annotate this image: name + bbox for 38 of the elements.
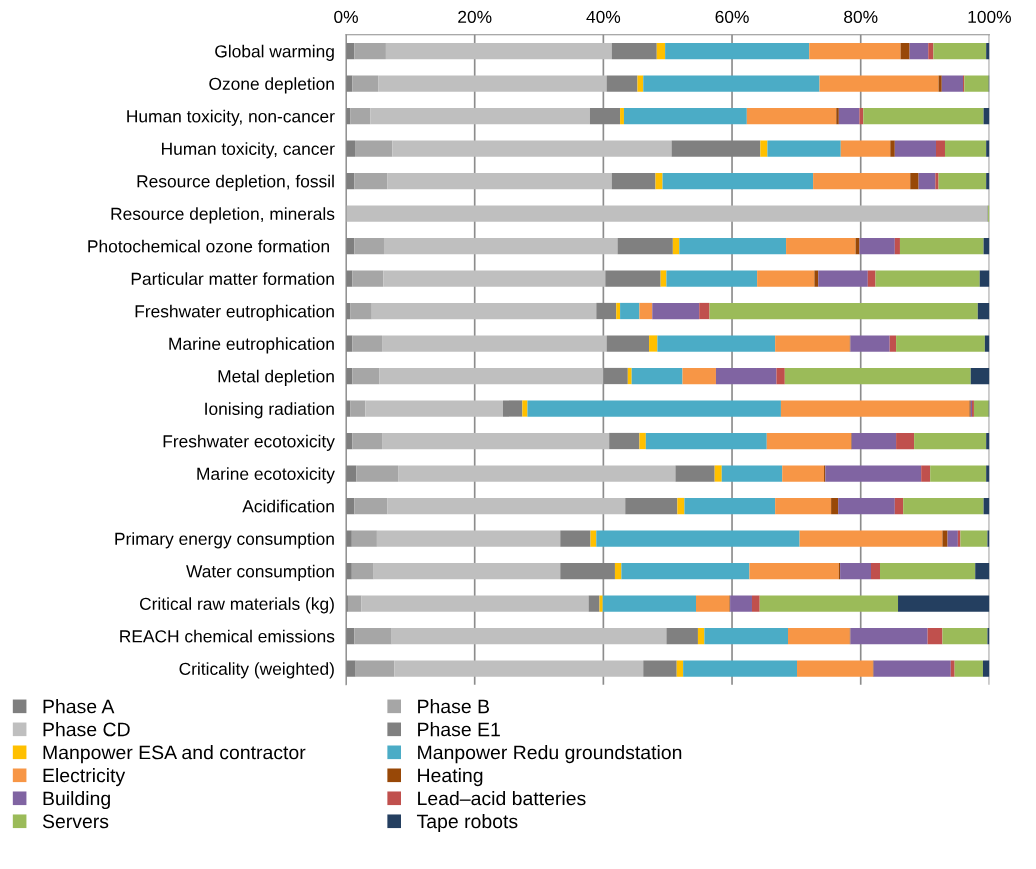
legend-label: Manpower ESA and contractor: [43, 745, 306, 764]
x-tick-label: 20%: [458, 10, 492, 23]
y-tick-label: Human toxicity, non-cancer: [127, 109, 335, 126]
legend-label: Servers: [42, 814, 109, 829]
y-tick-label: Metal depletion: [218, 369, 334, 386]
y-tick-label: Resource depletion, fossil: [137, 174, 334, 191]
legend-label: Phase A: [43, 699, 115, 714]
x-tick-label: 60%: [715, 10, 749, 23]
y-tick-label: Human toxicity, cancer: [162, 142, 335, 159]
y-tick-label: Critical raw materials (kg): [139, 597, 334, 614]
legend-label: Tape robots: [416, 813, 518, 833]
y-tick-label: Marine eutrophication: [169, 337, 334, 354]
y-tick-label: REACH chemical emissions: [120, 629, 335, 643]
y-tick-label: Ozone depletion: [209, 77, 334, 94]
y-tick-label: Ionising radiation: [205, 402, 334, 419]
legend-label: Phase B: [418, 699, 490, 714]
y-tick-label: Resource depletion, minerals: [111, 207, 335, 224]
y-tick-label: Freshwater eutrophication: [135, 304, 334, 321]
y-tick-label: Photochemical ozone formation: [88, 239, 329, 253]
legend-label: Heating: [418, 768, 483, 787]
legend-label: Manpower Redu groundstation: [418, 745, 682, 764]
legend-label: Phase E1: [418, 722, 500, 737]
y-tick-label: Water consumption: [186, 564, 334, 581]
y-tick-label: Criticality (weighted): [179, 662, 334, 679]
y-tick-label: Acidification: [242, 499, 334, 513]
y-tick-label: Global warming: [215, 44, 334, 61]
legend-label: Building: [43, 791, 110, 810]
y-tick-label: Primary energy consumption: [115, 532, 334, 549]
y-tick-label: Particular matter formation: [131, 272, 334, 285]
y-tick-label: Marine ecotoxicity: [197, 467, 335, 484]
x-tick-label: 100%: [968, 10, 1011, 23]
x-tick-label: 0%: [334, 10, 358, 23]
legend-label: Phase CD: [43, 722, 130, 737]
y-tick-label: Freshwater ecotoxicity: [163, 434, 335, 451]
x-tick-label: 40%: [586, 10, 621, 23]
x-tick-label: 80%: [844, 10, 878, 23]
legend-label: Electricity: [43, 768, 126, 787]
legend-label: Lead–acid batteries: [418, 791, 586, 806]
